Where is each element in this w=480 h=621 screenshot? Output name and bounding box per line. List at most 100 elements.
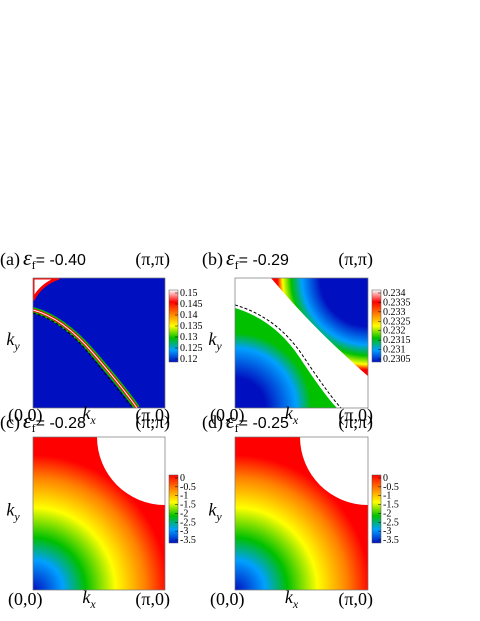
symbol: ε: [226, 408, 235, 433]
symbol: ε: [23, 245, 32, 270]
colorbar-tick-label: -1: [383, 491, 391, 502]
heatmap-band: [33, 309, 138, 408]
colorbar-tick-label: 0.234: [383, 288, 406, 299]
panel-label: (d): [202, 412, 223, 433]
colorbar-tick-label: 0: [383, 473, 388, 484]
colorbar: [168, 474, 179, 544]
heatmap-empty: [300, 437, 368, 505]
colorbar-tick-label: 0.2315: [383, 335, 411, 346]
y-axis-label-sub: y: [215, 510, 222, 524]
panel-label: (b): [202, 249, 223, 270]
y-axis-label: ky: [208, 500, 222, 524]
subscript: f: [235, 258, 239, 272]
colorbar-tick-label: 0.12: [180, 354, 198, 365]
colorbar-tick-label: -3: [180, 526, 188, 537]
y-axis-label-sub: y: [13, 510, 20, 524]
colorbar-tick-label: 0.13: [180, 332, 198, 343]
heatmap: [33, 278, 165, 408]
subscript: f: [32, 258, 36, 272]
x-axis-label-sub: x: [292, 413, 299, 427]
corner-label: (π,0): [135, 589, 170, 610]
corner-label: (0,0): [210, 405, 245, 426]
colorbar-tick-label: 0.145: [180, 299, 203, 310]
plot-frame: [32, 436, 166, 591]
corner-label: (π,0): [338, 405, 373, 426]
y-axis-label-main: k: [6, 500, 15, 520]
x-axis-label-sub: x: [292, 597, 299, 611]
colorbar: [371, 474, 382, 544]
value-text: = -0.25: [239, 415, 289, 432]
colorbar-tick-label: 0.233: [383, 307, 406, 318]
plot-frame: [234, 436, 369, 591]
plot-frame: [234, 277, 369, 409]
x-axis-label-main: k: [285, 587, 294, 607]
colorbar-tick-label: -2.5: [180, 517, 196, 528]
value-text: = -0.40: [36, 252, 86, 269]
corner-label: (π,π): [135, 412, 170, 433]
y-axis-label-main: k: [208, 329, 217, 349]
heatmap: [235, 437, 368, 590]
colorbar-tick-label: -1: [180, 491, 188, 502]
x-axis-label-sub: x: [89, 413, 96, 427]
heatmap-field: [271, 278, 368, 376]
panel: 0-0.5-1-1.5-2-2.5-3-3.5: [32, 436, 196, 591]
corner-label: (0,0): [210, 589, 245, 610]
colorbar-tick-label: 0.2305: [383, 354, 411, 365]
x-axis-label-sub: x: [89, 597, 96, 611]
colorbar-tick-label: -2: [180, 508, 188, 519]
colorbar-tick-label: 0.135: [180, 321, 203, 332]
colorbar-tick-label: -0.5: [383, 482, 399, 493]
x-axis-label: kx: [285, 587, 299, 611]
y-axis-label: ky: [6, 500, 20, 524]
y-axis-label: ky: [6, 329, 20, 353]
heatmap-field: [235, 308, 337, 408]
panel-title: (a) εf= -0.40: [0, 245, 86, 272]
colorbar-tick-label: -2.5: [383, 517, 399, 528]
colorbar-tick-label: -3.5: [180, 535, 196, 546]
colorbar: [371, 289, 382, 363]
heatmap: [33, 437, 165, 590]
heatmap-empty: [97, 437, 165, 505]
colorbar-tick-label: 0.125: [180, 343, 203, 354]
value-text: = -0.29: [239, 252, 289, 269]
x-axis-label: kx: [82, 403, 96, 427]
corner-label: (π,π): [135, 249, 170, 270]
panel-title: (c) εf= -0.28: [0, 408, 86, 435]
x-axis-label-main: k: [285, 403, 294, 423]
colorbar-tick-label: -2: [383, 508, 391, 519]
heatmap-band: [33, 278, 60, 301]
y-axis-label-sub: y: [215, 339, 222, 353]
panel-label: (a): [0, 249, 20, 270]
value-text: = -0.28: [36, 415, 86, 432]
panel: 0.2340.23350.2330.23250.2320.23150.2310.…: [234, 277, 411, 409]
symbol: ε: [23, 408, 32, 433]
corner-label: (π,π): [338, 249, 373, 270]
colorbar-tick-label: -3.5: [383, 535, 399, 546]
x-axis-label-main: k: [82, 587, 91, 607]
corner-label: (π,π): [338, 412, 373, 433]
colorbar-tick-label: 0.14: [180, 310, 198, 321]
corner-label: (0,0): [8, 589, 43, 610]
colorbar-tick-label: 0.15: [180, 288, 198, 299]
panel-title: (b) εf= -0.29: [202, 245, 289, 272]
x-axis-label-main: k: [82, 403, 91, 423]
colorbar-tick-label: 0.232: [383, 326, 406, 337]
corner-label: (π,0): [135, 405, 170, 426]
colorbar-tick-label: 0: [180, 473, 185, 484]
colorbar-tick-label: 0.2325: [383, 316, 411, 327]
plot-frame: [32, 277, 166, 409]
corner-label: (0,0): [8, 405, 43, 426]
heatmap-field: [33, 278, 165, 408]
colorbar-tick-label: -1.5: [383, 500, 399, 511]
colorbar-tick-label: -3: [383, 526, 391, 537]
corner-label: (π,0): [338, 589, 373, 610]
y-axis-label-main: k: [6, 329, 15, 349]
panel: 0-0.5-1-1.5-2-2.5-3-3.5: [234, 436, 399, 591]
panel-title: (d) εf= -0.25: [202, 408, 289, 435]
y-axis-label-sub: y: [13, 339, 20, 353]
y-axis-label-main: k: [208, 500, 217, 520]
heatmap: [235, 278, 368, 408]
subscript: f: [235, 421, 239, 435]
